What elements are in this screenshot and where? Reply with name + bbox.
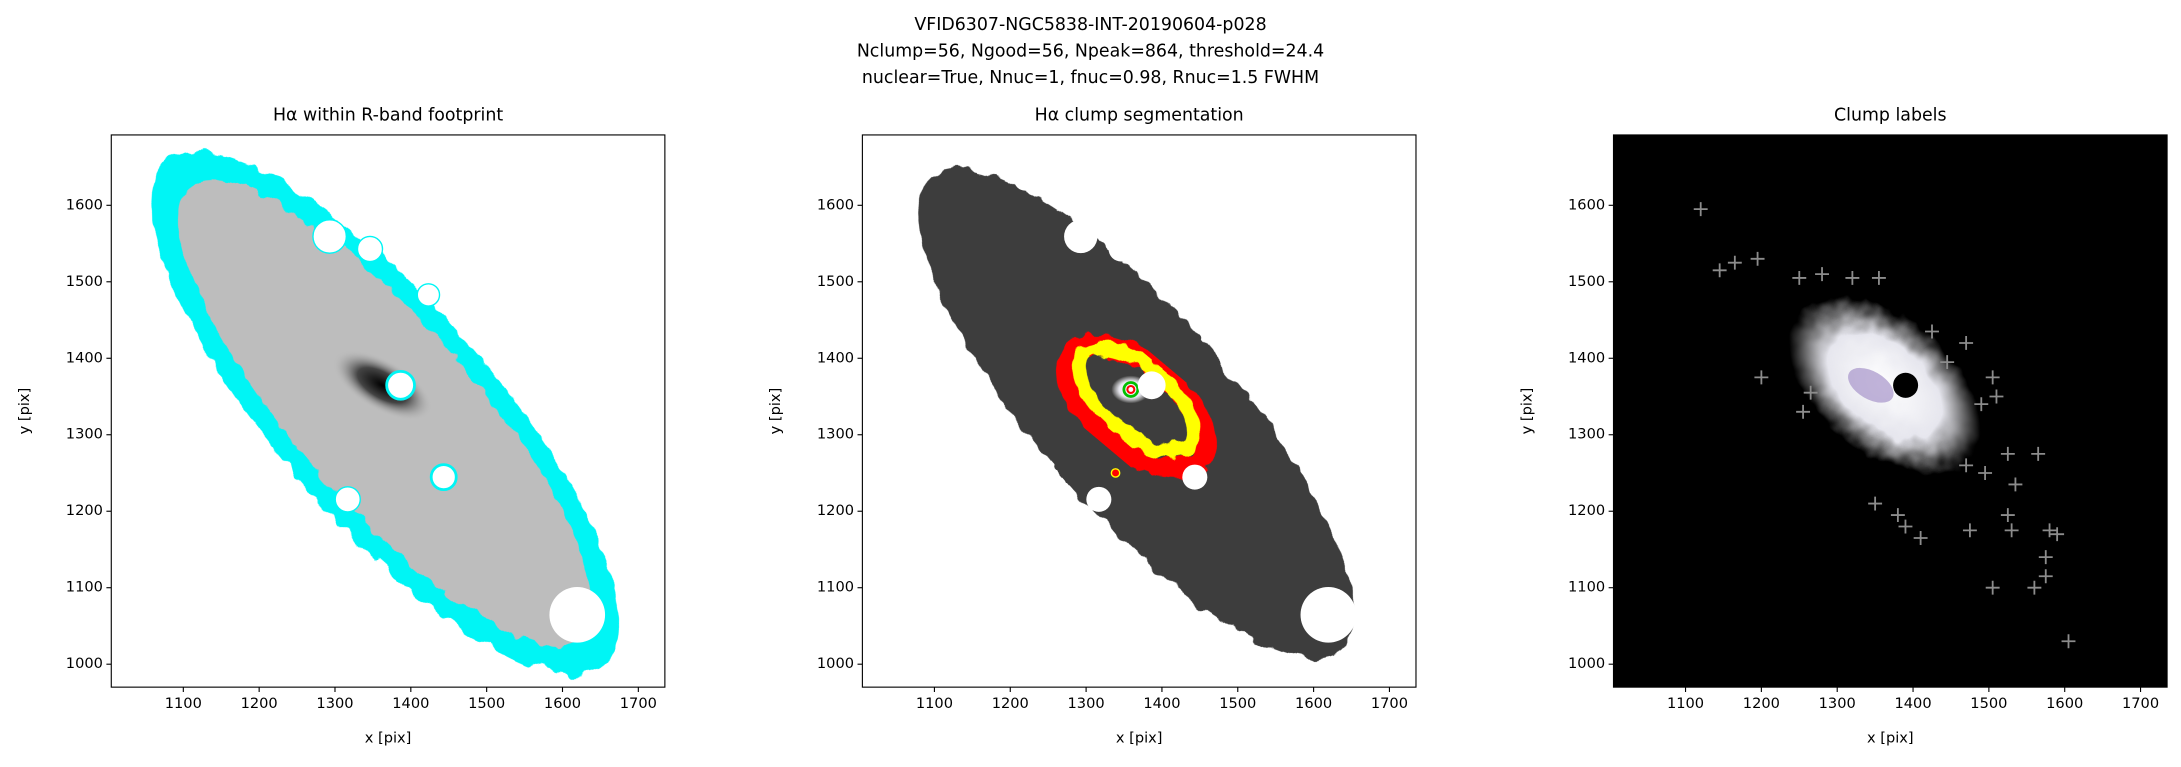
y-tick-label: 1600 [66,196,103,213]
clump-marker [2038,569,2053,584]
x-tick-label: 1600 [2046,695,2083,712]
panel-title: Hα clump segmentation [1035,105,1244,125]
clump-marker [1693,202,1708,217]
clump-marker [1890,508,1905,523]
clump-marker [1845,271,1860,285]
x-axis-label: x [pix] [1867,730,1914,747]
y-axis-label: y [pix] [16,388,33,435]
y-tick-label: 1300 [817,426,854,443]
y-tick-label: 1500 [66,273,103,290]
clump-marker [1803,385,1818,400]
y-axis-label: y [pix] [1518,388,1535,435]
clump-marker [1985,580,2000,595]
clump-marker [1796,404,1811,419]
axes-frame [110,134,666,688]
y-tick-label: 1200 [817,502,854,519]
clump-marker [2050,527,2065,542]
clump-marker [2038,550,2053,565]
x-tick-label: 1400 [392,695,429,712]
clump-marker [1959,336,1974,350]
x-tick-label: 1500 [1970,695,2007,712]
y-tick-label: 1100 [66,579,103,596]
clump-marker [1792,271,1807,285]
clump-marker [1978,466,1993,480]
clump-marker [1727,255,1742,270]
clump-marker [1871,271,1886,285]
y-tick-label: 1000 [1568,655,1605,672]
x-tick-label: 1300 [1068,695,1105,712]
clump-marker [1815,267,1829,282]
y-tick-label: 1100 [1568,579,1605,596]
image-labels [1613,134,2168,688]
x-tick-label: 1100 [1667,695,1704,712]
clump-marker [1712,263,1727,278]
x-tick-label: 1300 [1819,695,1856,712]
x-axis-label: x [pix] [1116,730,1163,747]
clump-marker [2004,523,2019,538]
clump-marker [1925,324,1939,339]
clump-marker [1898,519,1913,534]
x-tick-label: 1300 [316,695,353,712]
y-tick-label: 1600 [817,196,854,213]
clump-marker [1989,389,2004,404]
clump-marker [2008,477,2023,492]
y-tick-label: 1400 [66,349,103,366]
y-tick-label: 1200 [1568,502,1605,519]
y-tick-label: 1300 [1568,426,1605,443]
x-tick-label: 1500 [1219,695,1256,712]
clump-marker [1985,370,2000,385]
panel-title: Clump labels [1834,105,1947,125]
x-axis-label: x [pix] [365,730,412,747]
clump-marker [1940,355,1955,370]
x-tick-label: 1700 [1371,695,1408,712]
x-tick-label: 1200 [992,695,1029,712]
y-tick-label: 1500 [1568,273,1605,290]
clump-marker [2031,446,2046,461]
y-tick-label: 1400 [817,349,854,366]
suptitle: Nclump=56, Ngood=56, Npeak=864, threshol… [857,41,1324,61]
x-tick-label: 1400 [1894,695,1931,712]
clump-marker [1750,251,1765,266]
x-tick-label: 1600 [544,695,581,712]
x-tick-label: 1100 [916,695,953,712]
clump-marker [2061,634,2076,649]
x-tick-label: 1500 [468,695,505,712]
axes-frame [861,134,1417,688]
clump-marker [1974,397,1989,412]
x-tick-label: 1600 [1295,695,1332,712]
clump-marker [1868,496,1883,511]
x-tick-label: 1400 [1143,695,1180,712]
suptitle: VFID6307-NGC5838-INT-20190604-p028 [914,15,1266,35]
y-tick-label: 1200 [66,502,103,519]
clump-marker [2000,446,2015,461]
clump-marker [1754,370,1769,385]
clump-marker [1959,458,1974,473]
y-axis-label: y [pix] [767,388,784,435]
clump-marker [1962,523,1977,538]
clump-marker [2042,523,2057,538]
x-tick-label: 1200 [241,695,278,712]
x-tick-label: 1100 [165,695,202,712]
y-tick-label: 1000 [66,655,103,672]
clump-marker [1913,531,1928,545]
y-tick-label: 1400 [1568,349,1605,366]
y-tick-label: 1000 [817,655,854,672]
y-tick-label: 1500 [817,273,854,290]
x-tick-label: 1200 [1743,695,1780,712]
clump-marker [2000,508,2015,523]
suptitle: nuclear=True, Nnuc=1, fnuc=0.98, Rnuc=1.… [862,68,1319,88]
y-tick-label: 1100 [817,579,854,596]
panel-title: Hα within R-band footprint [273,105,503,125]
image-segmentation [918,168,1357,658]
x-tick-label: 1700 [2122,695,2159,712]
y-tick-label: 1600 [1568,196,1605,213]
image-halpha [151,151,620,675]
x-tick-label: 1700 [620,695,657,712]
axes-frame [1612,134,2168,688]
y-tick-label: 1300 [66,426,103,443]
clump-marker [2027,580,2042,595]
